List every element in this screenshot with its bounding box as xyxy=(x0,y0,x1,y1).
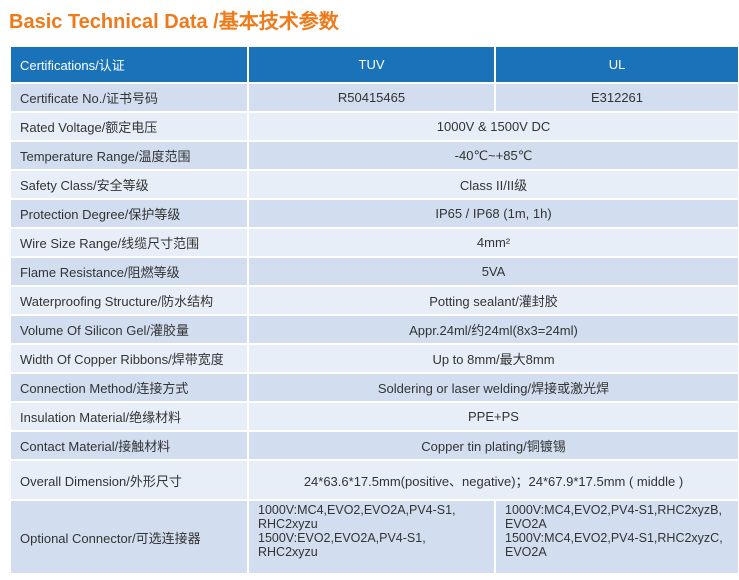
tech-data-table: Certifications/认证 TUV UL Certificate No.… xyxy=(9,45,739,575)
header-tuv: TUV xyxy=(249,47,494,82)
header-label: Certifications/认证 xyxy=(11,47,247,82)
table-header-row: Certifications/认证 TUV UL xyxy=(11,47,738,82)
spec-value: IP65 / IP68 (1m, 1h) xyxy=(249,200,738,227)
spec-label: Insulation Material/绝缘材料 xyxy=(11,403,247,430)
spec-label: Flame Resistance/阻燃等级 xyxy=(11,258,247,285)
spec-row: Protection Degree/保护等级 IP65 / IP68 (1m, … xyxy=(11,200,738,227)
header-ul: UL xyxy=(496,47,738,82)
spec-value: Soldering or laser welding/焊接或激光焊 xyxy=(249,374,738,401)
spec-label: Waterproofing Structure/防水结构 xyxy=(11,287,247,314)
spec-label: Contact Material/接触材料 xyxy=(11,432,247,459)
spec-label: Connection Method/连接方式 xyxy=(11,374,247,401)
spec-value: 4mm² xyxy=(249,229,738,256)
spec-row: Flame Resistance/阻燃等级 5VA xyxy=(11,258,738,285)
certificate-ul-value: E312261 xyxy=(496,84,738,111)
spec-label: Protection Degree/保护等级 xyxy=(11,200,247,227)
optional-connector-label: Optional Connector/可选连接器 xyxy=(11,501,247,573)
overall-dimension-label: Overall Dimension/外形尺寸 xyxy=(11,461,247,499)
certificate-row: Certificate No./证书号码 R50415465 E312261 xyxy=(11,84,738,111)
spec-label: Rated Voltage/额定电压 xyxy=(11,113,247,140)
ul-1500v-connectors: 1500V:MC4,EVO2,PV4-S1,RHC2xyzC, EVO2A xyxy=(505,531,723,559)
spec-row: Waterproofing Structure/防水结构 Potting sea… xyxy=(11,287,738,314)
certificate-tuv-value: R50415465 xyxy=(249,84,494,111)
overall-dimension-row: Overall Dimension/外形尺寸 24*63.6*17.5mm(po… xyxy=(11,461,738,499)
spec-row: Insulation Material/绝缘材料 PPE+PS xyxy=(11,403,738,430)
spec-row: Wire Size Range/线缆尺寸范围 4mm² xyxy=(11,229,738,256)
spec-value: Copper tin plating/铜镀锡 xyxy=(249,432,738,459)
ul-1000v-connectors: 1000V:MC4,EVO2,PV4-S1,RHC2xyzB, EVO2A xyxy=(505,503,722,531)
overall-dimension-value: 24*63.6*17.5mm(positive、negative)；24*67.… xyxy=(249,461,738,499)
optional-connector-tuv: 1000V:MC4,EVO2,EVO2A,PV4-S1, RHC2xyzu 15… xyxy=(249,501,494,573)
spec-row: Safety Class/安全等级 Class II/II级 xyxy=(11,171,738,198)
spec-row: Contact Material/接触材料 Copper tin plating… xyxy=(11,432,738,459)
spec-value: Up to 8mm/最大8mm xyxy=(249,345,738,372)
spec-value: Potting sealant/灌封胶 xyxy=(249,287,738,314)
certificate-label: Certificate No./证书号码 xyxy=(11,84,247,111)
spec-value: Class II/II级 xyxy=(249,171,738,198)
spec-row: Temperature Range/温度范围 -40℃~+85℃ xyxy=(11,142,738,169)
spec-row: Connection Method/连接方式 Soldering or lase… xyxy=(11,374,738,401)
spec-row: Width Of Copper Ribbons/焊带宽度 Up to 8mm/最… xyxy=(11,345,738,372)
spec-label: Safety Class/安全等级 xyxy=(11,171,247,198)
spec-label: Width Of Copper Ribbons/焊带宽度 xyxy=(11,345,247,372)
tuv-1000v-connectors: 1000V:MC4,EVO2,EVO2A,PV4-S1, RHC2xyzu xyxy=(258,503,456,531)
spec-label: Volume Of Silicon Gel/灌胶量 xyxy=(11,316,247,343)
spec-row: Rated Voltage/额定电压 1000V & 1500V DC xyxy=(11,113,738,140)
spec-value: 1000V & 1500V DC xyxy=(249,113,738,140)
tuv-1500v-connectors: 1500V:EVO2,EVO2A,PV4-S1, RHC2xyzu xyxy=(258,531,426,559)
spec-value: 5VA xyxy=(249,258,738,285)
optional-connector-row: Optional Connector/可选连接器 1000V:MC4,EVO2,… xyxy=(11,501,738,573)
spec-value: Appr.24ml/约24ml(8x3=24ml) xyxy=(249,316,738,343)
page-title: Basic Technical Data /基本技术参数 xyxy=(9,11,339,33)
spec-row: Volume Of Silicon Gel/灌胶量 Appr.24ml/约24m… xyxy=(11,316,738,343)
spec-value: -40℃~+85℃ xyxy=(249,142,738,169)
spec-label: Temperature Range/温度范围 xyxy=(11,142,247,169)
optional-connector-ul: 1000V:MC4,EVO2,PV4-S1,RHC2xyzB, EVO2A 15… xyxy=(496,501,738,573)
spec-label: Wire Size Range/线缆尺寸范围 xyxy=(11,229,247,256)
spec-value: PPE+PS xyxy=(249,403,738,430)
